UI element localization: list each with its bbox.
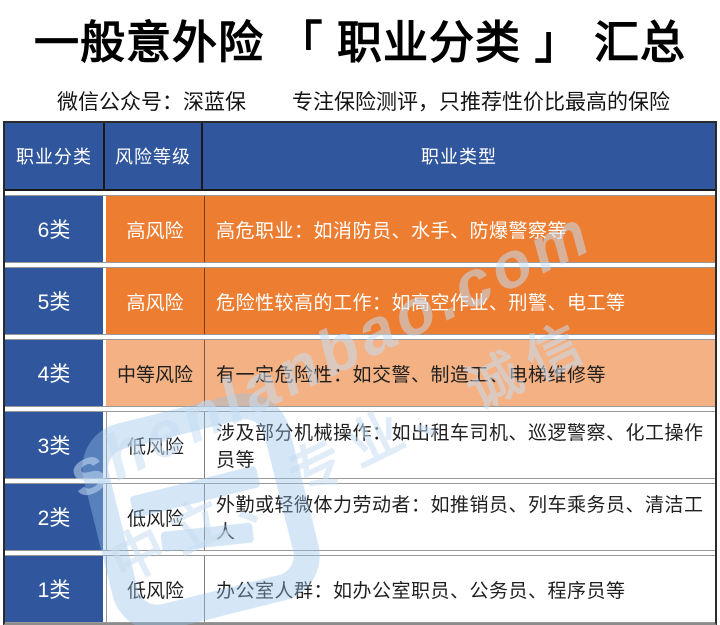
page-title: 一般意外险 「 职业分类 」 汇总 [33, 17, 686, 68]
category-cell: 1类 [5, 556, 103, 622]
table-row: 6类 高风险 高危职业：如消防员、水手、防爆警察等 [5, 195, 715, 263]
table-row: 4类 中等风险 有一定危险性：如交警、制造工、电梯维修等 [5, 339, 715, 407]
table-body: 6类 高风险 高危职业：如消防员、水手、防爆警察等 5类 高风险 危险性较高的工… [5, 195, 715, 623]
table-row: 3类 低风险 涉及部分机械操作：如出租车司机、巡逻警察、化工操作员等 [5, 411, 715, 479]
column-header-occupation-type: 职业类型 [201, 123, 715, 189]
table-row: 2类 低风险 外勤或轻微体力劳动者：如推销员、列车乘务员、清洁工人 [5, 483, 715, 551]
occupation-type-cell: 危险性较高的工作：如高空作业、刑警、电工等 [204, 268, 715, 334]
occupation-type-cell: 高危职业：如消防员、水手、防爆警察等 [204, 196, 715, 262]
subtitle-tagline: 专注保险测评，只推荐性价比最高的保险 [292, 91, 670, 114]
table-row: 1类 低风险 办公室人群：如办公室职员、公务员、程序员等 [5, 555, 715, 623]
column-header-category: 职业分类 [16, 147, 92, 167]
subtitle: 微信公众号：深蓝保 专注保险测评，只推荐性价比最高的保险 [57, 86, 720, 116]
risk-level-cell: 低风险 [106, 556, 204, 622]
infographic-page: 一般意外险 「 职业分类 」 汇总 微信公众号：深蓝保 专注保险测评，只推荐性价… [0, 6, 720, 625]
risk-level-cell: 高风险 [106, 268, 204, 334]
risk-level-cell: 低风险 [106, 484, 204, 550]
subtitle-wechat-account: 微信公众号：深蓝保 [57, 91, 246, 114]
risk-level-cell: 低风险 [106, 412, 204, 478]
category-cell: 5类 [5, 268, 103, 334]
table-row: 5类 高风险 危险性较高的工作：如高空作业、刑警、电工等 [5, 267, 715, 335]
occupation-type-cell: 涉及部分机械操作：如出租车司机、巡逻警察、化工操作员等 [204, 412, 715, 478]
risk-level-cell: 高风险 [106, 196, 204, 262]
occupation-type-cell: 外勤或轻微体力劳动者：如推销员、列车乘务员、清洁工人 [204, 484, 715, 550]
occupation-type-cell: 有一定危险性：如交警、制造工、电梯维修等 [204, 340, 715, 406]
occupation-type-cell: 办公室人群：如办公室职员、公务员、程序员等 [204, 556, 715, 622]
category-cell: 6类 [5, 196, 103, 262]
occupation-classification-table: 职业分类 风险等级 职业类型 6类 高风险 高危职业：如消防员、水手、防爆警察等… [3, 121, 717, 625]
table-header-row: 职业分类 风险等级 职业类型 [5, 123, 715, 191]
column-header-risk-level: 风险等级 [103, 123, 201, 189]
category-cell: 2类 [5, 484, 103, 550]
category-cell: 4类 [5, 340, 103, 406]
category-cell: 3类 [5, 412, 103, 478]
risk-level-cell: 中等风险 [106, 340, 204, 406]
